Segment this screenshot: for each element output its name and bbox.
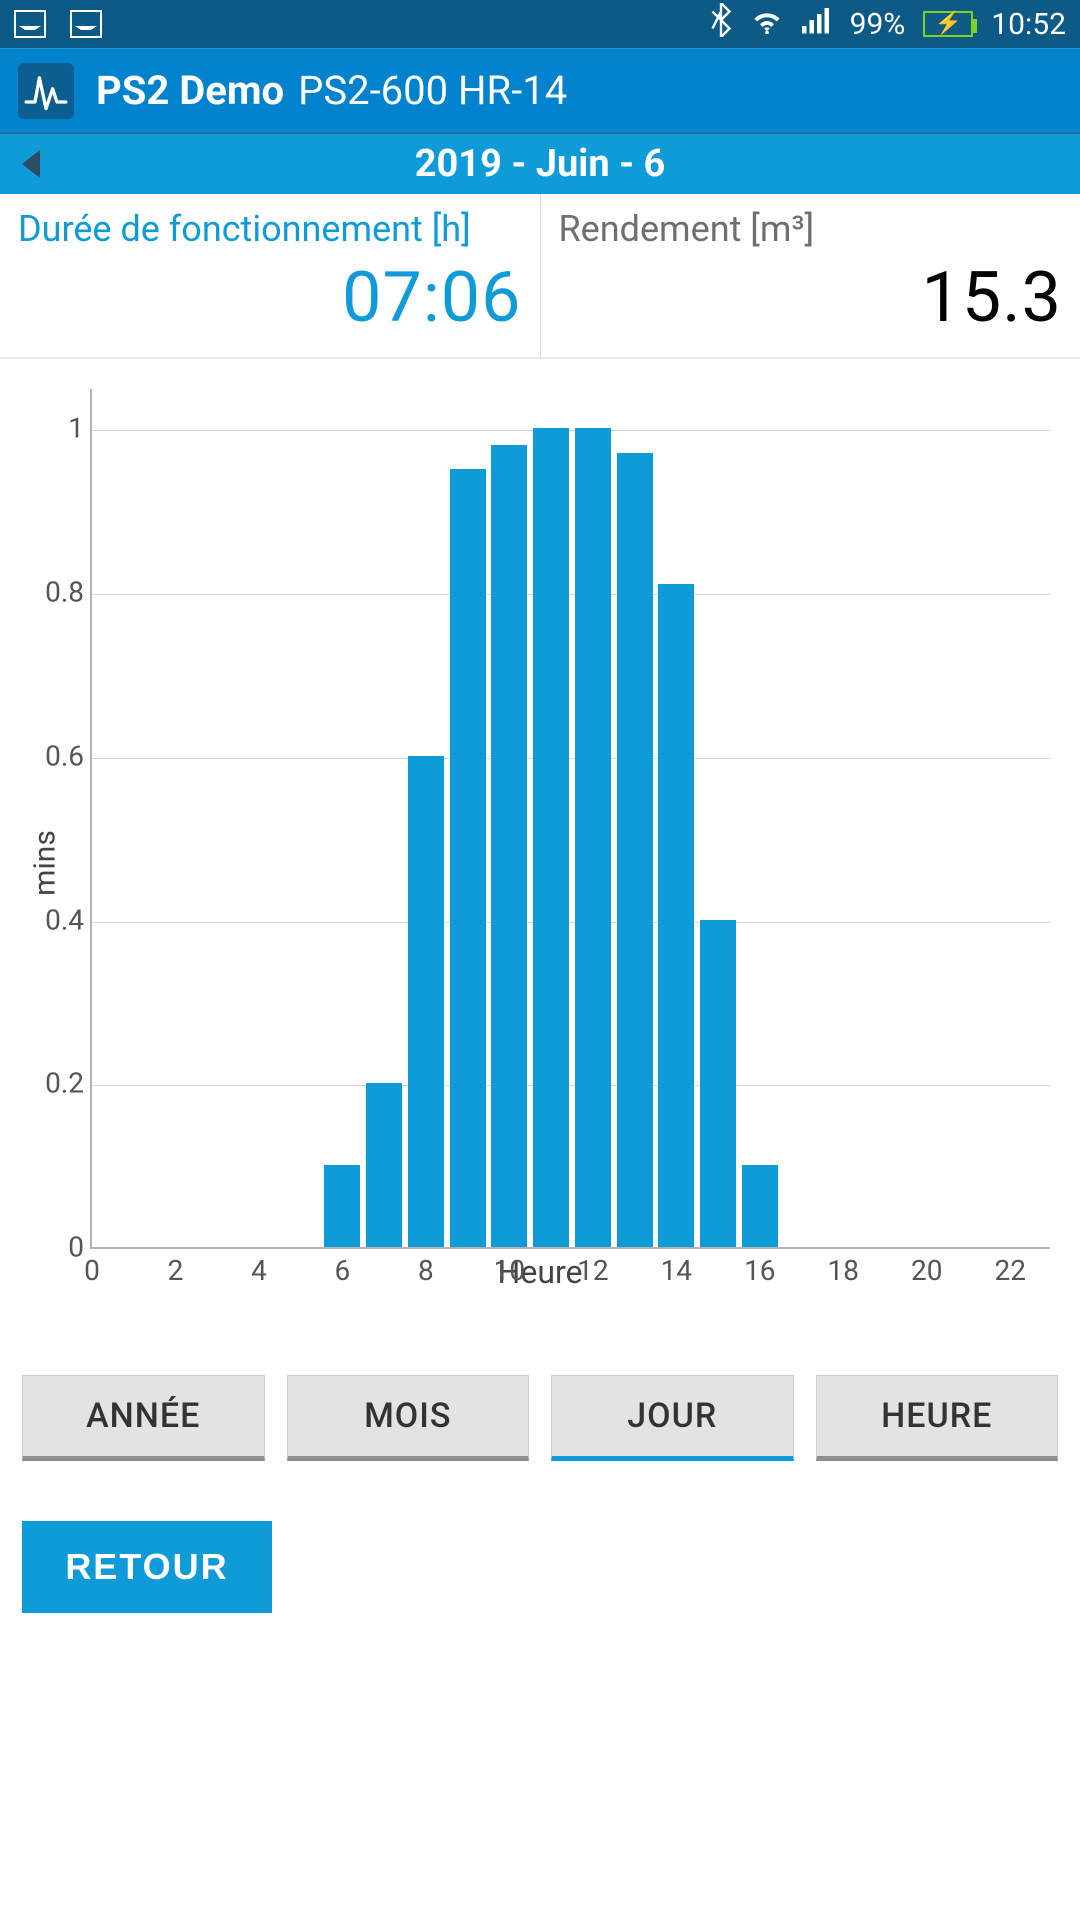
grid-line [92, 430, 1050, 431]
stat-runtime-label: Durée de fonctionnement [h] [18, 208, 522, 251]
android-status-bar: 99% ⚡ 10:52 [0, 0, 1080, 48]
chart-container: mins 00.20.40.60.810246810121416182022 H… [0, 359, 1080, 1347]
app-bar: PS2 Demo PS2-600 HR-14 [0, 48, 1080, 134]
grid-line [92, 922, 1050, 923]
x-tick: 0 [84, 1254, 100, 1287]
battery-icon: ⚡ [923, 11, 973, 37]
bar [617, 453, 653, 1247]
x-tick: 20 [911, 1254, 942, 1287]
y-tick: 0.4 [32, 903, 84, 936]
chart-plot-area: 00.20.40.60.810246810121416182022 [90, 389, 1050, 1249]
app-logo-icon [18, 63, 74, 119]
x-tick: 2 [168, 1254, 184, 1287]
retour-button[interactable]: RETOUR [22, 1521, 272, 1613]
x-tick: 18 [828, 1254, 859, 1287]
y-tick: 1 [32, 412, 84, 445]
app-title-model: PS2-600 HR-14 [298, 67, 567, 114]
battery-percent: 99% [850, 7, 906, 42]
x-tick: 22 [995, 1254, 1026, 1287]
x-tick: 12 [577, 1254, 608, 1287]
stat-yield-label: Rendement [m³] [559, 208, 1063, 251]
current-date: 2019 - Juin - 6 [415, 142, 666, 186]
tab-jour[interactable]: JOUR [551, 1375, 794, 1461]
stat-yield[interactable]: Rendement [m³] 15.3 [540, 194, 1080, 357]
bar [700, 920, 736, 1248]
stat-yield-value: 15.3 [559, 257, 1063, 339]
time-range-tabs: ANNÉE MOISJOUR HEURE [0, 1347, 1080, 1461]
tab-heure[interactable]: HEURE [816, 1375, 1059, 1461]
y-tick: 0.2 [32, 1067, 84, 1100]
stat-runtime[interactable]: Durée de fonctionnement [h] 07:06 [0, 194, 540, 357]
tab-mois[interactable]: MOIS [287, 1375, 530, 1461]
x-tick: 4 [251, 1254, 267, 1287]
bluetooth-icon [710, 3, 732, 45]
bar [575, 428, 611, 1247]
grid-line [92, 1085, 1050, 1086]
bar [450, 469, 486, 1247]
grid-line [92, 594, 1050, 595]
x-tick: 10 [494, 1254, 525, 1287]
y-tick: 0 [32, 1231, 84, 1264]
stat-runtime-value: 07:06 [18, 257, 522, 339]
bar [658, 584, 694, 1247]
x-tick: 6 [335, 1254, 351, 1287]
bar [742, 1165, 778, 1247]
app-title-bold: PS2 Demo [96, 67, 284, 114]
x-tick: 14 [661, 1254, 692, 1287]
picture-icon [14, 10, 46, 38]
wifi-icon [750, 6, 784, 42]
x-tick: 8 [418, 1254, 434, 1287]
runtime-bar-chart: mins 00.20.40.60.810246810121416182022 H… [20, 389, 1060, 1337]
signal-icon [802, 6, 832, 42]
y-tick: 0.8 [32, 575, 84, 608]
picture-icon [70, 10, 102, 38]
date-prev-button[interactable] [22, 150, 40, 178]
bar [324, 1165, 360, 1247]
bar [533, 428, 569, 1247]
y-tick: 0.6 [32, 739, 84, 772]
clock-time: 10:52 [991, 7, 1066, 42]
stats-row: Durée de fonctionnement [h] 07:06 Rendem… [0, 194, 1080, 359]
y-axis-label: mins [27, 830, 62, 896]
date-nav-bar: 2019 - Juin - 6 [0, 134, 1080, 194]
bar [366, 1083, 402, 1247]
bar [491, 445, 527, 1248]
x-tick: 16 [744, 1254, 775, 1287]
bar [408, 756, 444, 1247]
grid-line [92, 758, 1050, 759]
tab-année[interactable]: ANNÉE [22, 1375, 265, 1461]
